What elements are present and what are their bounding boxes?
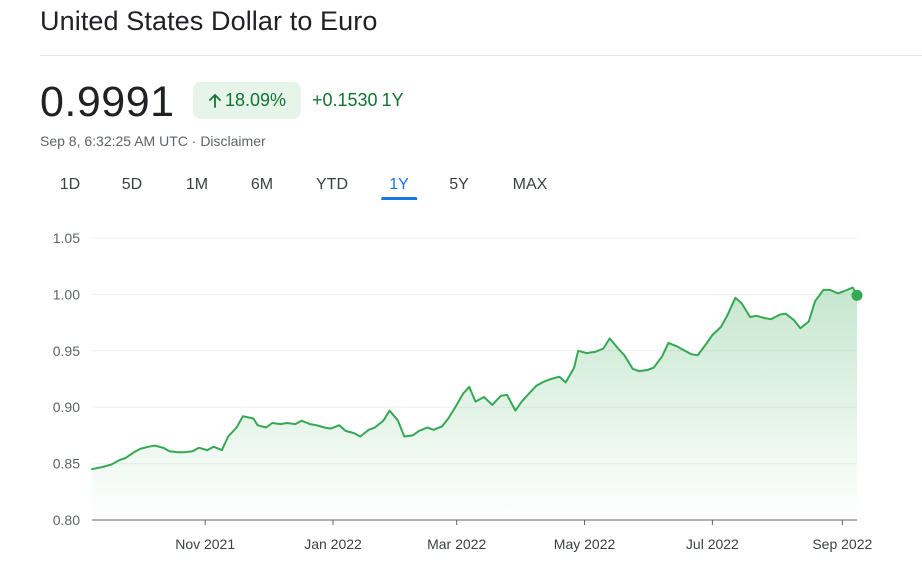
current-price: 0.9991 <box>40 78 175 126</box>
y-tick-label: 0.90 <box>53 399 80 415</box>
series-area <box>92 287 857 520</box>
absolute-change-value: +0.1530 <box>312 90 378 110</box>
series-line <box>91 286 858 471</box>
tab-1y[interactable]: 1Y <box>381 174 417 200</box>
x-tick-label: Sep 2022 <box>812 536 872 552</box>
x-tick-label: May 2022 <box>554 536 616 552</box>
change-period: 1Y <box>381 90 404 110</box>
header-divider <box>40 55 922 56</box>
percent-change-badge: 18.09% <box>193 82 301 119</box>
x-tick-label: Mar 2022 <box>427 536 486 552</box>
tab-max[interactable]: MAX <box>512 176 548 193</box>
disclaimer-link[interactable]: Disclaimer <box>200 133 266 149</box>
tab-5d[interactable]: 5D <box>121 176 143 193</box>
percent-change-value: 18.09% <box>224 90 287 110</box>
y-tick-label: 0.80 <box>53 512 80 528</box>
tab-1m[interactable]: 1M <box>185 176 209 193</box>
absolute-change: +0.1530 1Y <box>312 90 404 111</box>
tab-5y[interactable]: 5Y <box>449 176 469 193</box>
y-tick-label: 1.00 <box>53 286 80 302</box>
quote-timestamp: Sep 8, 6:32:25 AM UTC <box>40 133 188 149</box>
y-tick-label: 1.05 <box>53 230 80 246</box>
tab-1d[interactable]: 1D <box>59 176 81 193</box>
current-value-dot <box>851 289 863 301</box>
page-title: United States Dollar to Euro <box>40 6 378 36</box>
range-tabs: 1D 5D 1M 6M YTD 1Y 5Y MAX <box>0 174 922 204</box>
x-tick-label: Jul 2022 <box>686 536 739 552</box>
tab-ytd[interactable]: YTD <box>316 176 348 193</box>
y-tick-label: 0.95 <box>53 343 80 359</box>
timestamp-separator: · <box>187 133 201 149</box>
arrow-up-icon <box>208 93 222 109</box>
y-tick-label: 0.85 <box>53 456 80 472</box>
quote-timestamp-row: Sep 8, 6:32:25 AM UTC · Disclaimer <box>40 133 266 149</box>
tab-6m[interactable]: 6M <box>250 176 274 193</box>
x-tick-label: Nov 2021 <box>175 536 235 552</box>
x-tick-label: Jan 2022 <box>304 536 362 552</box>
